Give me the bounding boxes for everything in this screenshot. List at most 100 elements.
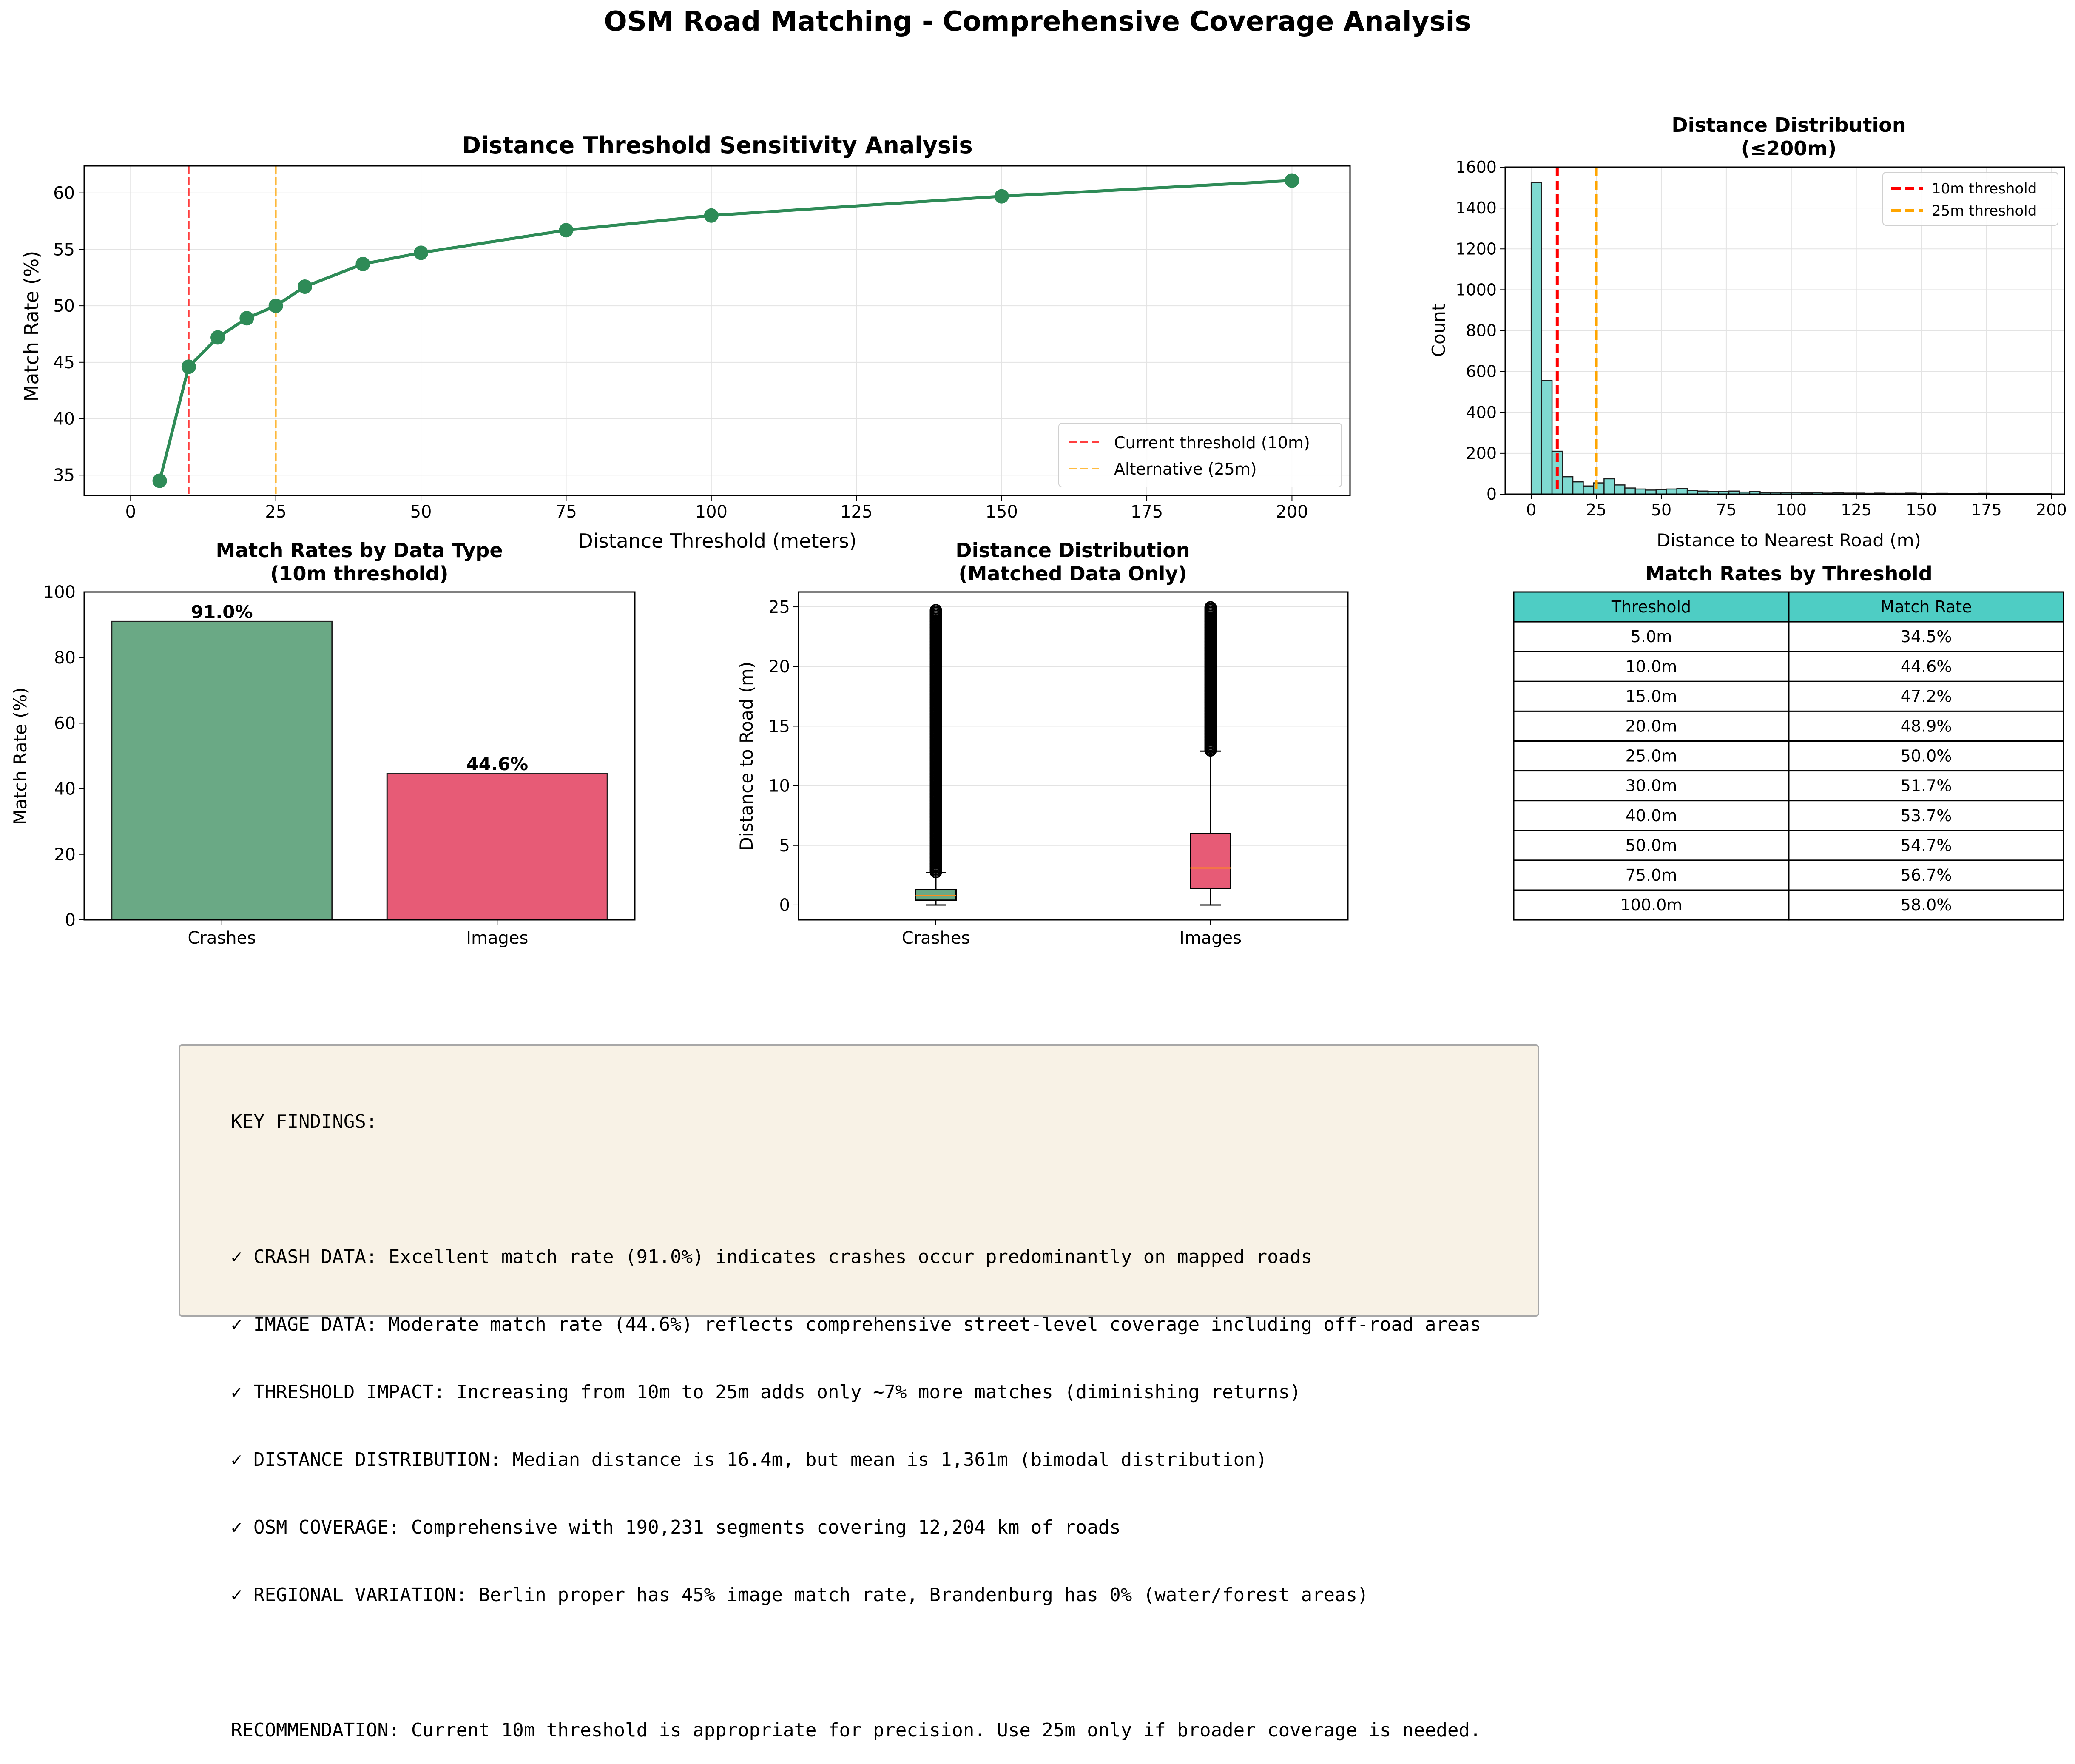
finding-distance-distribution: ✓ DISTANCE DISTRIBUTION: Median distance… <box>231 1449 1268 1471</box>
finding-osm-coverage: ✓ OSM COVERAGE: Comprehensive with 190,2… <box>231 1516 1121 1538</box>
box-plot-title: Distance Distribution <box>955 539 1190 562</box>
histogram-frame <box>1504 166 2065 495</box>
x-tick-label: 125 <box>1841 501 1872 519</box>
y-tick-label: 80 <box>54 648 76 668</box>
table-cell-match-rate: 51.7% <box>1901 777 1952 795</box>
finding-crash-data: ✓ CRASH DATA: Excellent match rate (91.0… <box>231 1246 1313 1268</box>
x-tick-label: 100 <box>1776 501 1807 519</box>
findings-heading: KEY FINDINGS: <box>231 1111 378 1132</box>
y-tick-label: 55 <box>53 240 75 259</box>
bar-value-label: 91.0% <box>191 601 253 622</box>
data-point <box>239 311 254 326</box>
line-chart-title: Distance Threshold Sensitivity Analysis <box>462 132 972 159</box>
data-point <box>268 299 283 313</box>
match-rate-table: Match Rates by Threshold Threshold Match … <box>1513 562 2064 921</box>
table-cell-threshold: 100.0m <box>1620 896 1683 914</box>
y-tick-label: 400 <box>1466 403 1497 422</box>
table-cell-threshold: 15.0m <box>1626 687 1677 706</box>
table-cell <box>1513 710 1790 742</box>
finding-regional-variation: ✓ REGIONAL VARIATION: Berlin proper has … <box>231 1584 1369 1606</box>
data-point <box>210 330 225 345</box>
histogram-bar <box>1614 484 1626 495</box>
legend-label: 10m threshold <box>1932 180 2037 197</box>
legend-box <box>1058 423 1342 487</box>
x-tick-label: 100 <box>695 502 728 522</box>
y-tick-label: 25 <box>768 597 790 617</box>
x-tick-label: 75 <box>555 502 577 522</box>
histogram-xlabel: Distance to Nearest Road (m) <box>1657 530 1921 551</box>
finding-threshold-impact: ✓ THRESHOLD IMPACT: Increasing from 10m … <box>231 1381 1301 1403</box>
data-point <box>994 189 1009 204</box>
x-tick-label: Images <box>1180 928 1242 948</box>
table-cell-threshold: 75.0m <box>1626 866 1677 885</box>
key-findings-box: KEY FINDINGS: ✓ CRASH DATA: Excellent ma… <box>179 1044 1539 1741</box>
line-chart-ylabel: Match Rate (%) <box>20 251 43 402</box>
y-tick-label: 45 <box>53 353 75 373</box>
y-tick-label: 100 <box>43 583 76 602</box>
x-tick-label: 50 <box>1651 501 1671 519</box>
x-tick-label: 25 <box>1586 501 1606 519</box>
legend-label: Alternative (25m) <box>1114 460 1257 478</box>
x-tick-label: 200 <box>1276 502 1308 522</box>
table-title: Match Rates by Threshold <box>1645 562 1932 585</box>
x-tick-label: 50 <box>410 502 432 522</box>
x-tick-label: 125 <box>840 502 873 522</box>
histogram-bar <box>1603 478 1615 495</box>
bar-chart-title: Match Rates by Data Type <box>216 539 503 562</box>
box-plot-frame <box>798 591 1349 921</box>
histogram-bar <box>1634 488 1646 495</box>
legend-label: Current threshold (10m) <box>1114 433 1310 452</box>
finding-image-data: ✓ IMAGE DATA: Moderate match rate (44.6%… <box>231 1314 1481 1335</box>
bar <box>111 620 333 921</box>
histogram-bar <box>1541 380 1553 495</box>
bar-chart-subtitle: (10m threshold) <box>270 562 448 585</box>
y-tick-label: 20 <box>54 845 76 865</box>
x-tick-label: 150 <box>985 502 1018 522</box>
figure-title: OSM Road Matching - Comprehensive Covera… <box>604 6 1471 37</box>
table-cell-threshold: 20.0m <box>1626 717 1677 735</box>
histogram-bar <box>1530 182 1542 495</box>
y-tick-label: 50 <box>53 296 75 316</box>
y-tick-label: 5 <box>779 836 790 856</box>
histogram-bar <box>1583 485 1595 495</box>
findings-spacer <box>231 1178 1538 1201</box>
x-tick-label: 0 <box>125 502 136 522</box>
table-cell-match-rate: 54.7% <box>1901 836 1952 855</box>
y-tick-label: 10 <box>768 777 790 796</box>
y-tick-label: 35 <box>53 466 75 485</box>
x-tick-label: 75 <box>1716 501 1737 519</box>
y-tick-label: 1000 <box>1455 280 1497 299</box>
y-tick-label: 0 <box>1487 485 1497 504</box>
histogram-bar <box>1676 488 1688 495</box>
bar-chart-frame <box>83 591 636 921</box>
outlier-point <box>929 604 942 617</box>
histogram-bar <box>1624 487 1636 495</box>
y-tick-label: 0 <box>779 896 790 915</box>
line-chart-frame <box>83 165 1351 496</box>
table-cell-threshold: 50.0m <box>1626 836 1677 855</box>
x-tick-label: 175 <box>1971 501 2002 519</box>
table-cell-threshold: 40.0m <box>1626 806 1677 825</box>
legend-box <box>1882 172 2058 226</box>
box-plot-subtitle: (Matched Data Only) <box>959 562 1187 585</box>
y-tick-label: 0 <box>65 910 76 930</box>
histogram-title: Distance Distribution <box>1671 114 1906 137</box>
table-cell-match-rate: 50.0% <box>1901 747 1952 765</box>
histogram-bar <box>1655 489 1667 495</box>
data-point <box>152 473 167 488</box>
table-header-label: Threshold <box>1611 597 1691 616</box>
distance-histogram: Distance Distribution (≤200m) Distance t… <box>1428 114 2067 551</box>
findings-spacer-2 <box>231 1651 1538 1674</box>
table-cell <box>1788 710 2064 742</box>
table-header-cell <box>1788 591 2064 623</box>
bar <box>386 773 608 921</box>
table-cell-match-rate: 53.7% <box>1901 806 1952 825</box>
table-cell-threshold: 25.0m <box>1626 747 1677 765</box>
y-tick-label: 800 <box>1466 322 1497 340</box>
y-tick-label: 15 <box>768 717 790 736</box>
table-cell <box>1788 770 2064 802</box>
findings-recommendation: RECOMMENDATION: Current 10m threshold is… <box>231 1719 1481 1741</box>
y-tick-label: 60 <box>54 714 76 733</box>
data-point <box>181 359 196 374</box>
box <box>1190 833 1231 889</box>
